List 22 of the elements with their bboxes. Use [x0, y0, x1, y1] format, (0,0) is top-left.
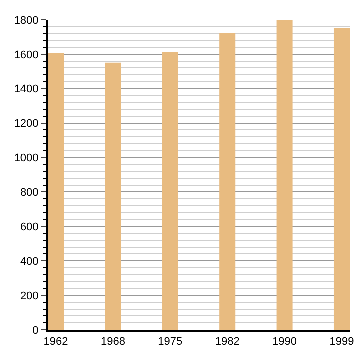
y-tick-label: 1200	[14, 118, 39, 130]
x-tick-label: 1968	[100, 336, 126, 348]
x-tick-label: 1962	[44, 336, 68, 348]
bar	[105, 62, 122, 330]
y-tick-label: 200	[20, 290, 39, 302]
y-tick-label: 1600	[14, 49, 39, 62]
y-tick-label: 1400	[14, 84, 39, 96]
x-tick-label: 1990	[272, 336, 298, 348]
y-tick-label: 400	[20, 256, 39, 268]
bar	[220, 33, 236, 330]
y-tick-label: 600	[20, 222, 39, 234]
bar	[162, 52, 178, 330]
bar	[48, 53, 64, 330]
x-tick-label: 1999	[330, 336, 354, 348]
y-tick-label: 1800	[14, 14, 39, 27]
y-tick-label: 800	[20, 187, 39, 200]
bar	[276, 20, 293, 330]
y-tick-label: 0	[32, 324, 39, 337]
x-tick-label: 1982	[215, 336, 240, 348]
bar	[334, 28, 350, 330]
x-tick-label: 1975	[158, 336, 183, 348]
y-tick-label: 1000	[14, 152, 39, 165]
